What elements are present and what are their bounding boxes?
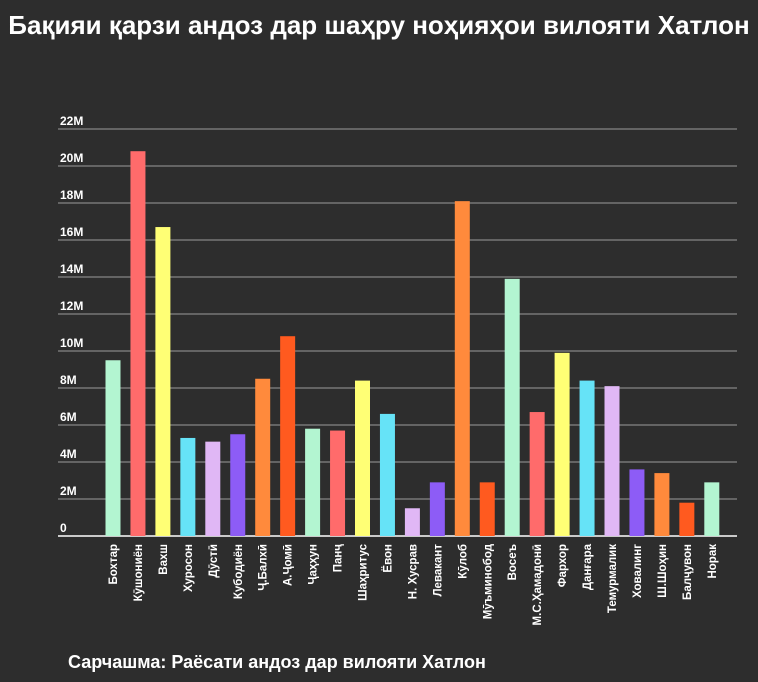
y-tick-label: 16M: [60, 225, 83, 239]
x-tick-label: Левакант: [432, 544, 444, 597]
bar: [529, 412, 545, 536]
x-tick-label: А.Ҷомӣ: [283, 544, 295, 586]
y-tick-label: 18M: [60, 188, 83, 202]
bar: [629, 469, 645, 536]
bar: [704, 482, 720, 536]
bar: [454, 201, 470, 536]
bar: [180, 437, 196, 536]
bar: [604, 386, 620, 536]
bar: [479, 482, 495, 536]
y-tick-label: 14M: [60, 262, 83, 276]
x-tick-label: Мӯъминобод: [482, 543, 494, 619]
bar: [429, 482, 445, 536]
x-tick-label: Ҷаҳҳун: [308, 544, 320, 585]
x-tick-label: Шаҳритус: [358, 543, 370, 600]
x-tick-label: Ш.Шоҳин: [657, 544, 669, 598]
x-tick-label: Панҷ: [333, 544, 345, 573]
x-tick-label: Кӯшониён: [133, 544, 145, 601]
y-tick-label: 8M: [60, 373, 77, 387]
bar: [255, 378, 271, 536]
x-tick-label: Кӯлоб: [457, 544, 469, 579]
x-tick-label: Ҷ.Балхӣ: [258, 544, 270, 591]
x-tick-label: Бохтар: [108, 544, 120, 584]
y-tick-label: 22M: [60, 114, 83, 128]
x-axis-labels: Бохтар Кӯшониён Вахш Хуросон Дӯстӣ Кубодиён Ҷ.…: [108, 543, 719, 625]
bar: [280, 336, 296, 536]
bar: [379, 413, 395, 536]
y-tick-label: 6M: [60, 410, 77, 424]
bar: [130, 151, 146, 536]
x-tick-label: Дӯстӣ: [208, 544, 220, 578]
y-tick-label: 2M: [60, 484, 77, 498]
bar: [330, 430, 346, 536]
x-tick-label: Вахш: [158, 544, 170, 575]
x-tick-label: Ёвон: [381, 544, 394, 573]
bar: [404, 508, 420, 536]
x-tick-label: Балҷувон: [682, 544, 694, 600]
bar: [305, 428, 321, 536]
x-tick-label: Н. Хусрав: [407, 544, 419, 599]
y-tick-label: 4M: [60, 447, 77, 461]
gridlines: [58, 128, 737, 537]
x-tick-label: Данғара: [582, 543, 594, 590]
x-tick-label: Норак: [707, 544, 719, 579]
x-tick-label: Темурмалик: [607, 544, 619, 613]
bar: [355, 380, 370, 536]
y-tick-label: 12M: [60, 299, 83, 313]
bar: [554, 352, 570, 536]
bar: [504, 278, 520, 536]
x-tick-label: Кубодиён: [233, 544, 245, 599]
bar: [205, 441, 221, 536]
bar: [679, 502, 695, 536]
bars: [105, 151, 720, 537]
y-axis-ticks: 0 2M 4M 6M 8M 10M 12M 14M 16M 18M 20M 22M: [60, 114, 83, 535]
bar: [579, 380, 595, 536]
chart-title: Бақияи қарзи андоз дар шаҳру ноҳияҳои ви…: [8, 10, 750, 40]
y-tick-label: 10M: [60, 336, 83, 350]
bar: [105, 360, 121, 536]
bar: [230, 434, 246, 536]
bar: [155, 227, 171, 537]
x-tick-label: М.С.Ҳамадонӣ: [532, 544, 544, 625]
x-tick-label: Фархор: [557, 544, 569, 587]
bar: [654, 473, 670, 536]
x-tick-label: Ховалинг: [632, 544, 644, 598]
y-tick-label: 0: [60, 521, 67, 535]
y-tick-label: 20M: [60, 151, 83, 165]
source-note: Сарчашма: Раёсати андоз дар вилояти Хатл…: [68, 652, 486, 672]
x-tick-label: Восеъ: [507, 544, 519, 580]
x-tick-label: Хуросон: [183, 544, 195, 592]
